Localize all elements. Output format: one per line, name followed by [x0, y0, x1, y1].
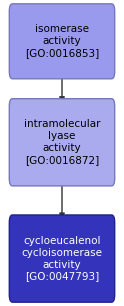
Text: isomerase
activity
[GO:0016853]: isomerase activity [GO:0016853]: [25, 24, 99, 58]
FancyBboxPatch shape: [9, 215, 115, 302]
Text: intramolecular
lyase
activity
[GO:0016872]: intramolecular lyase activity [GO:001687…: [24, 119, 100, 165]
Text: cycloeucalenol
cycloisomerase
activity
[GO:0047793]: cycloeucalenol cycloisomerase activity […: [21, 236, 103, 282]
FancyBboxPatch shape: [9, 4, 115, 79]
FancyBboxPatch shape: [9, 99, 115, 186]
